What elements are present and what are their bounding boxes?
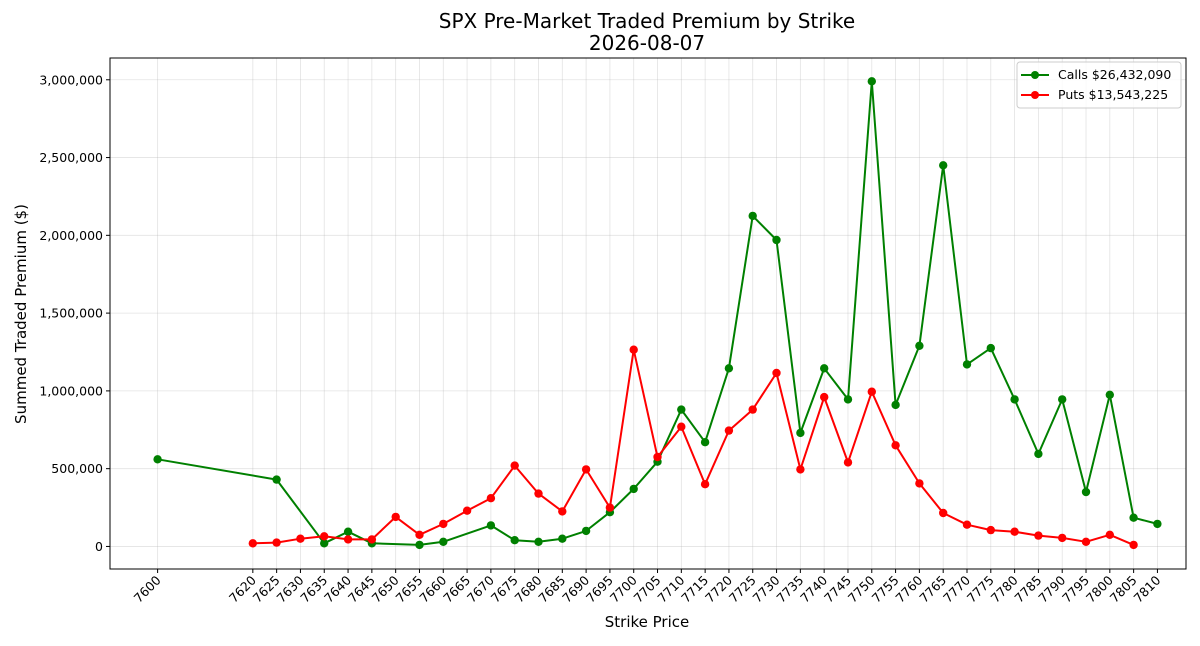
y-axis-label: Summed Traded Premium ($) xyxy=(12,204,30,424)
y-tick-label: 1,500,000 xyxy=(39,306,103,321)
x-axis-label: Strike Price xyxy=(605,613,689,631)
puts-point xyxy=(1081,537,1091,546)
calls-point xyxy=(558,534,567,543)
calls-point xyxy=(272,475,281,484)
puts-point xyxy=(1034,531,1043,540)
puts-point xyxy=(486,494,496,503)
calls-point xyxy=(1129,513,1138,522)
y-tick-label: 500,000 xyxy=(51,461,103,476)
calls-point xyxy=(629,484,638,494)
puts-point xyxy=(962,520,972,529)
puts-point xyxy=(605,503,615,512)
chart-subtitle: 2026-08-07 xyxy=(589,31,705,55)
calls-point xyxy=(772,235,781,245)
puts-point xyxy=(581,465,591,474)
puts-point xyxy=(1058,533,1067,543)
calls-point xyxy=(796,428,805,438)
legend: Calls $26,432,090 Puts $13,543,225 xyxy=(1016,61,1182,109)
puts-point xyxy=(439,519,448,529)
calls-point xyxy=(1010,395,1019,404)
puts-point xyxy=(772,368,781,378)
puts-point xyxy=(867,387,876,396)
y-tick-label: 0 xyxy=(95,539,103,554)
calls-point xyxy=(1153,519,1162,529)
calls-point xyxy=(867,77,876,86)
calls-point xyxy=(915,341,924,350)
puts-point xyxy=(677,422,686,431)
calls-series xyxy=(153,77,1162,550)
calls-point xyxy=(343,527,353,536)
puts-point xyxy=(1105,530,1115,539)
puts-point xyxy=(272,538,281,547)
puts-point xyxy=(653,452,662,462)
calls-point xyxy=(439,537,448,546)
puts-line xyxy=(252,348,1134,546)
calls-point xyxy=(820,364,829,373)
calls-point xyxy=(724,364,734,373)
y-tick-label: 2,500,000 xyxy=(39,150,103,165)
puts-point xyxy=(248,539,257,548)
calls-point xyxy=(939,161,948,170)
puts-point xyxy=(891,441,900,450)
puts-series xyxy=(248,345,1138,550)
calls-point xyxy=(486,521,496,530)
y-tick-label: 2,000,000 xyxy=(39,228,103,243)
puts-point xyxy=(558,507,567,516)
calls-point xyxy=(986,343,995,353)
puts-point xyxy=(843,458,853,467)
puts-point xyxy=(320,532,329,541)
calls-point xyxy=(534,537,543,546)
calls-point xyxy=(748,211,757,221)
puts-point xyxy=(986,525,995,535)
axis-ticks: 7600 762076257630763576407645765076557660… xyxy=(39,72,1163,605)
calls-point xyxy=(891,400,900,410)
puts-point xyxy=(415,530,424,539)
grid xyxy=(110,58,1186,569)
puts-point xyxy=(939,508,948,518)
x-tick-label: 7810 xyxy=(1130,572,1163,605)
puts-point xyxy=(915,479,924,488)
puts-point xyxy=(391,512,400,522)
x-tick-label: 7600 xyxy=(131,572,164,605)
calls-point xyxy=(510,536,519,545)
puts-point xyxy=(510,461,519,470)
legend-puts-marker xyxy=(1031,91,1039,99)
puts-point xyxy=(343,535,353,544)
calls-point xyxy=(1034,449,1043,459)
y-tick-label: 1,000,000 xyxy=(39,383,103,398)
puts-point xyxy=(462,506,472,515)
puts-point xyxy=(367,535,377,544)
calls-point xyxy=(962,360,972,369)
calls-point xyxy=(320,539,329,548)
calls-point xyxy=(843,395,853,404)
chart-title: SPX Pre-Market Traded Premium by Strike xyxy=(439,9,855,33)
calls-point xyxy=(1081,487,1091,497)
calls-point xyxy=(415,540,424,550)
puts-point xyxy=(700,480,710,489)
puts-point xyxy=(629,345,638,354)
y-tick-label: 3,000,000 xyxy=(39,72,103,87)
puts-point xyxy=(534,489,543,498)
legend-calls-label: Calls $26,432,090 xyxy=(1058,67,1171,82)
calls-point xyxy=(1058,395,1067,404)
puts-point xyxy=(1010,527,1019,536)
puts-point xyxy=(820,392,829,402)
puts-point xyxy=(796,465,805,474)
calls-point xyxy=(581,526,591,536)
legend-box xyxy=(1016,61,1182,109)
puts-point xyxy=(296,534,305,543)
calls-point xyxy=(153,455,162,464)
plot-series xyxy=(153,77,1162,550)
legend-puts-label: Puts $13,543,225 xyxy=(1058,87,1168,102)
calls-point xyxy=(677,405,686,414)
puts-point xyxy=(1129,540,1138,550)
puts-point xyxy=(724,426,734,435)
calls-point xyxy=(1105,390,1115,399)
calls-point xyxy=(700,438,710,447)
puts-point xyxy=(748,405,757,414)
legend-calls-marker xyxy=(1031,71,1039,79)
